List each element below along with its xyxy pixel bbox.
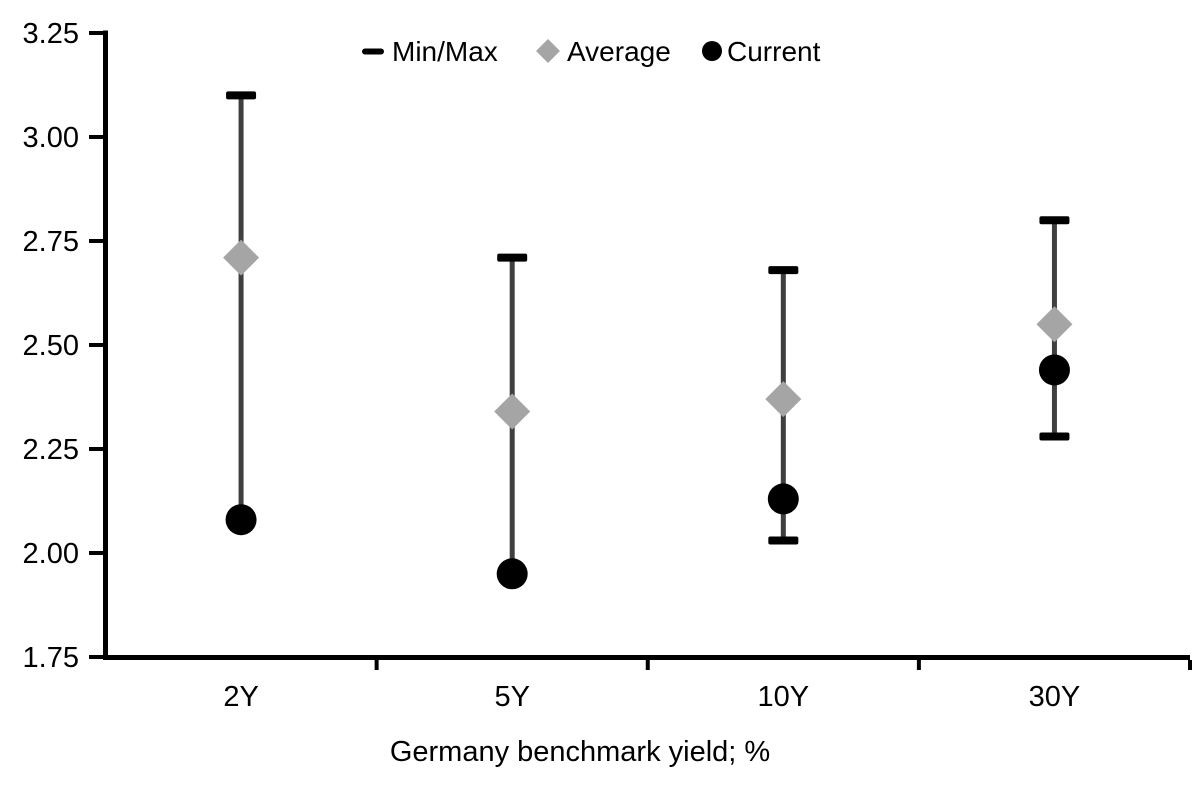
x-axis-ticks: 2Y 5Y 10Y 30Y (223, 660, 1192, 713)
y-tick-label: 3.25 (23, 18, 79, 50)
y-tick-label: 3.00 (23, 122, 79, 154)
x-axis-category-label: 30Y (1029, 681, 1081, 713)
y-tick-label: 1.75 (23, 642, 79, 674)
average-marker-10Y (765, 381, 802, 418)
legend-average-diamond-icon (536, 39, 560, 63)
max-cap-2Y (226, 91, 257, 100)
legend-minmax-dash-icon (362, 48, 384, 55)
current-marker-2Y (225, 504, 257, 536)
current-marker-5Y (496, 558, 528, 590)
legend-minmax-label: Min/Max (392, 36, 498, 67)
y-tick-label: 2.75 (23, 226, 79, 258)
min-cap-10Y (768, 536, 799, 545)
y-tick-label: 2.00 (23, 538, 79, 570)
x-axis-category-label: 2Y (223, 681, 258, 713)
current-marker-10Y (767, 483, 799, 515)
y-tick-label: 2.25 (23, 434, 79, 466)
legend-current-circle-icon (702, 41, 722, 61)
max-cap-10Y (768, 266, 799, 275)
max-cap-5Y (497, 253, 528, 262)
x-axis-category-label: 5Y (494, 681, 529, 713)
max-cap-30Y (1039, 216, 1070, 225)
x-axis-category-label: 10Y (758, 681, 810, 713)
legend: Min/Max Average Current (362, 36, 821, 67)
data-series (223, 91, 1073, 590)
y-tick-label: 2.50 (23, 330, 79, 362)
legend-average-label: Average (567, 36, 671, 67)
y-axis-ticks: 3.25 3.00 2.75 2.50 2.25 2.00 1.75 (23, 18, 103, 674)
legend-current-label: Current (727, 36, 821, 67)
current-marker-30Y (1038, 354, 1070, 386)
min-cap-30Y (1039, 432, 1070, 441)
average-marker-30Y (1036, 306, 1073, 343)
x-axis-title: Germany benchmark yield; % (390, 736, 770, 768)
average-marker-5Y (494, 393, 531, 430)
average-marker-2Y (223, 239, 260, 276)
